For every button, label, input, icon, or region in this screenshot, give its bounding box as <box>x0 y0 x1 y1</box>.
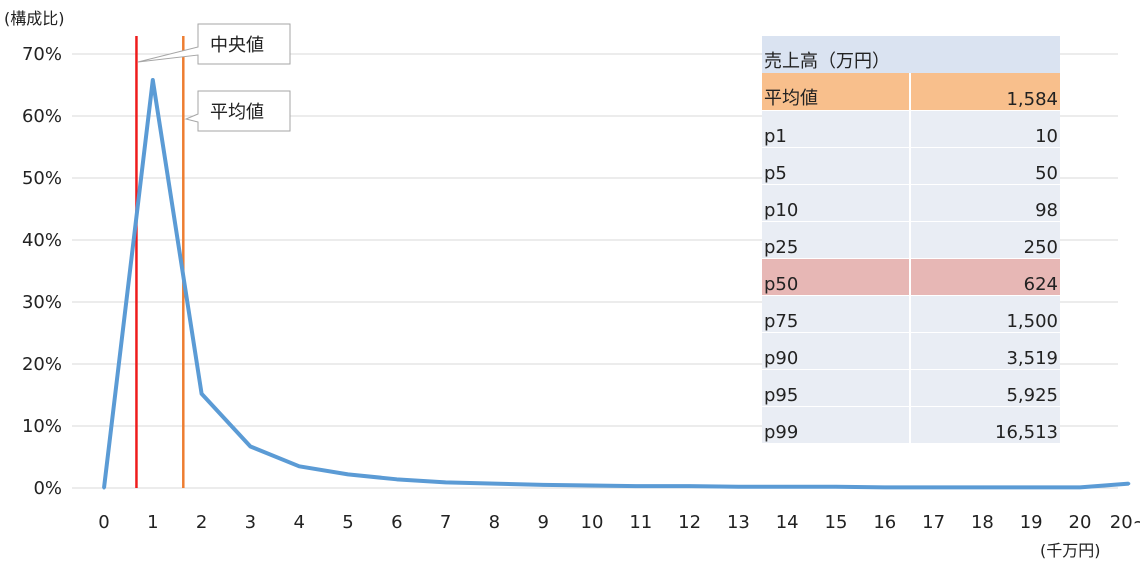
row-value: 1,584 <box>910 73 1060 111</box>
table-row: p99 16,513 <box>762 406 1060 444</box>
data-point <box>736 485 740 489</box>
x-tick-label: 17 <box>922 512 945 533</box>
y-tick-label: 70% <box>22 44 62 65</box>
x-tick-label: 15 <box>825 512 848 533</box>
table-row: p90 3,519 <box>762 332 1060 370</box>
data-point <box>883 485 887 489</box>
data-point <box>834 485 838 489</box>
row-label: p90 <box>762 332 911 370</box>
x-tick-label: 0 <box>98 512 109 533</box>
x-tick-label: 18 <box>971 512 994 533</box>
y-tick-label: 40% <box>22 230 62 251</box>
row-label: p95 <box>762 369 911 407</box>
row-value: 250 <box>910 221 1060 259</box>
data-point <box>444 480 448 484</box>
x-tick-label: 12 <box>678 512 701 533</box>
data-point <box>980 485 984 489</box>
x-tick-label: 20 <box>1069 512 1092 533</box>
data-point <box>200 392 204 396</box>
row-label: p10 <box>762 184 911 222</box>
data-point <box>297 464 301 468</box>
table-row: p1 10 <box>762 110 1060 148</box>
callout-box <box>184 90 291 132</box>
row-label: p5 <box>762 147 911 185</box>
x-tick-label: 19 <box>1020 512 1043 533</box>
table-row: p95 5,925 <box>762 369 1060 407</box>
y-tick-label: 0% <box>33 478 62 499</box>
series-line-group <box>102 78 1131 490</box>
data-point <box>151 78 155 82</box>
table-row: p10 98 <box>762 184 1060 222</box>
row-label: p99 <box>762 406 911 444</box>
row-value: 5,925 <box>910 369 1060 407</box>
data-point <box>785 485 789 489</box>
table-row: 平均値 1,584 <box>762 73 1060 111</box>
x-tick-label: 2 <box>196 512 207 533</box>
row-value: 3,519 <box>910 332 1060 370</box>
row-value: 624 <box>910 258 1060 296</box>
table-row: p75 1,500 <box>762 295 1060 333</box>
row-label: p50 <box>762 258 911 296</box>
row-value: 16,513 <box>910 406 1060 444</box>
data-point <box>1029 485 1033 489</box>
row-value: 1,500 <box>910 295 1060 333</box>
x-tick-label: 9 <box>537 512 548 533</box>
row-label: 平均値 <box>762 73 911 111</box>
data-point <box>639 484 643 488</box>
y-tick-label: 20% <box>22 354 62 375</box>
data-point <box>492 482 496 486</box>
data-point <box>590 484 594 488</box>
x-tick-label: 16 <box>873 512 896 533</box>
x-tick-label: 14 <box>776 512 799 533</box>
data-point <box>1078 485 1082 489</box>
table-row: p25 250 <box>762 221 1060 259</box>
y-tick-labels: 0% 10% 20% 30% 40% 50% 60% 70% <box>22 44 62 499</box>
table-header-row: 売上高（万円） <box>762 36 1060 73</box>
row-label: p25 <box>762 221 911 259</box>
x-tick-label: 13 <box>727 512 750 533</box>
callout-label: 中央値 <box>210 35 264 56</box>
table-row: p5 50 <box>762 147 1060 185</box>
x-tick-label: 20~ <box>1110 512 1140 533</box>
sales-stats-table: 売上高（万円） 平均値 1,584 p1 10 p5 50 p10 98 p25 250 p50 62… <box>762 36 1060 444</box>
data-point <box>346 472 350 476</box>
data-point <box>102 486 106 490</box>
y-tick-label: 50% <box>22 168 62 189</box>
x-tick-label: 3 <box>245 512 256 533</box>
table-row: p50 624 <box>762 258 1060 296</box>
x-tick-label: 7 <box>440 512 451 533</box>
y-tick-label: 60% <box>22 106 62 127</box>
data-point <box>248 444 252 448</box>
series-line <box>102 78 1129 490</box>
row-label: p75 <box>762 295 911 333</box>
table-header: 売上高（万円） <box>762 36 1060 73</box>
callout-box <box>137 23 291 65</box>
data-point <box>395 477 399 481</box>
x-tick-label: 11 <box>629 512 652 533</box>
row-value: 50 <box>910 147 1060 185</box>
x-tick-label: 1 <box>147 512 158 533</box>
row-value: 10 <box>910 110 1060 148</box>
data-point <box>541 483 545 487</box>
row-value: 98 <box>910 184 1060 222</box>
data-point <box>932 485 936 489</box>
x-tick-label: 6 <box>391 512 402 533</box>
data-point <box>688 484 692 488</box>
reference-lines <box>135 36 185 488</box>
x-tick-label: 5 <box>342 512 353 533</box>
x-tick-label: 8 <box>489 512 500 533</box>
x-unit-label: (千万円) <box>1040 541 1101 560</box>
x-tick-label: 10 <box>581 512 604 533</box>
callout-label: 平均値 <box>210 102 264 123</box>
y-unit-label: (構成比) <box>4 9 65 28</box>
x-tick-label: 4 <box>293 512 304 533</box>
row-label: p1 <box>762 110 911 148</box>
data-point <box>1127 482 1131 486</box>
y-tick-label: 30% <box>22 292 62 313</box>
y-tick-label: 10% <box>22 416 62 437</box>
